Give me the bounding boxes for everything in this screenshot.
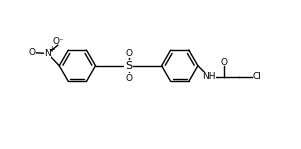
Text: N: N xyxy=(44,49,51,58)
Text: O: O xyxy=(28,48,35,57)
Text: S: S xyxy=(125,61,132,71)
Text: NH: NH xyxy=(202,72,216,81)
Text: Cl: Cl xyxy=(253,72,261,81)
Text: O: O xyxy=(221,58,228,67)
Text: +: + xyxy=(48,45,55,53)
Text: O: O xyxy=(125,74,132,83)
Text: O: O xyxy=(125,49,132,58)
Text: O⁻: O⁻ xyxy=(52,37,64,46)
